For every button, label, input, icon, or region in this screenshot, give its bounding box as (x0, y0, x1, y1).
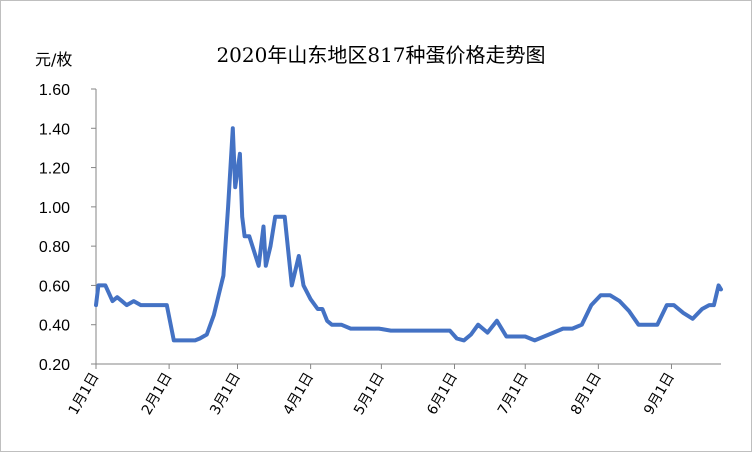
y-tick-label: 0.80 (39, 239, 70, 256)
y-tick-label: 1.00 (39, 200, 70, 217)
axes (91, 88, 721, 369)
y-tick-label: 0.20 (39, 357, 70, 374)
x-tick-labels: 1月1日 2月1日 3月1日 4月1日 5月1日 6月1日 7月1日 8月1日 9月1日 (66, 370, 678, 418)
x-tick-label: 2月1日 (139, 370, 176, 418)
x-tick-label: 1月1日 (66, 370, 103, 418)
x-tick-label: 4月1日 (280, 370, 317, 418)
y-tick-label: 0.60 (39, 278, 70, 295)
y-axis-unit-label: 元/枚 (35, 50, 72, 69)
x-tick-label: 8月1日 (568, 370, 605, 418)
x-tick-label: 3月1日 (207, 370, 244, 418)
plot-area (94, 126, 723, 343)
x-tick-label: 5月1日 (351, 370, 388, 418)
chart-title: 2020年山东地区817种蛋价格走势图 (216, 43, 545, 67)
price-series-line (94, 126, 723, 343)
x-tick-label: 7月1日 (495, 370, 532, 418)
y-tick-label: 0.40 (39, 318, 70, 335)
x-tick-label: 9月1日 (641, 370, 678, 418)
x-tick-label: 6月1日 (424, 370, 461, 418)
y-tick-labels: 1.60 1.40 1.20 1.00 0.80 0.60 0.40 0.20 (39, 82, 70, 374)
y-tick-label: 1.40 (39, 121, 70, 138)
y-tick-label: 1.20 (39, 161, 70, 178)
y-tick-label: 1.60 (39, 82, 70, 99)
